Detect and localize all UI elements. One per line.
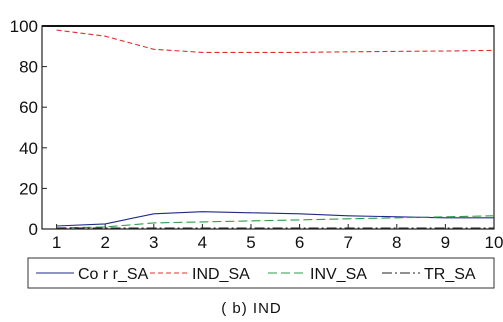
x-tick-label: 5 xyxy=(246,233,255,252)
y-tick-label: 0 xyxy=(29,220,38,239)
legend: Co r r_SA IND_SA INV_SA TR_SA xyxy=(36,266,476,283)
x-tick-label: 10 xyxy=(485,233,503,252)
x-tick-label: 1 xyxy=(52,233,61,252)
legend-box xyxy=(27,257,495,289)
x-tick-label: 6 xyxy=(295,233,304,252)
x-tick-label: 9 xyxy=(441,233,450,252)
legend-label-1: Co r r_SA xyxy=(78,266,149,283)
x-tick-label: 2 xyxy=(100,233,109,252)
series-line-2 xyxy=(56,29,495,53)
legend-label-4: TR_SA xyxy=(424,266,476,283)
y-axis-ticks: 0 20 40 60 80 100 xyxy=(10,17,47,239)
y-tick-label: 80 xyxy=(19,58,38,77)
x-tick-label: 4 xyxy=(198,233,207,252)
legend-label-2: IND_SA xyxy=(192,266,250,283)
y-tick-label: 60 xyxy=(19,98,38,117)
x-tick-label: 3 xyxy=(149,233,158,252)
x-tick-label: 8 xyxy=(392,233,401,252)
plot-area xyxy=(41,25,495,230)
y-tick-label: 40 xyxy=(19,139,38,158)
chart-caption: ( b) IND xyxy=(221,300,282,317)
y-tick-label: 100 xyxy=(10,17,38,36)
series-lines xyxy=(56,29,495,229)
legend-label-3: INV_SA xyxy=(310,266,367,283)
x-tick-label: 7 xyxy=(343,233,352,252)
y-tick-label: 20 xyxy=(19,179,38,198)
series-line-3 xyxy=(56,215,495,229)
